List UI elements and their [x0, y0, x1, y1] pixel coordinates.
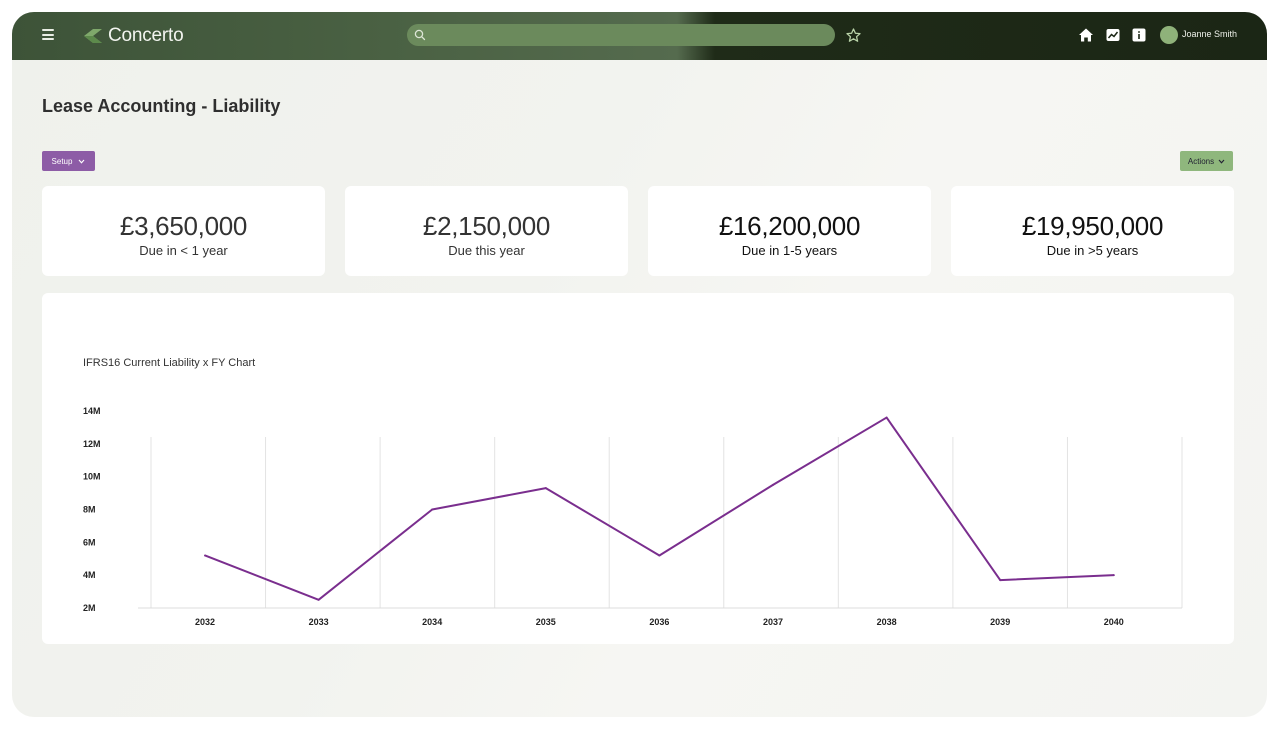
top-bar: Concerto Joanne Smith — [12, 12, 1267, 60]
avatar[interactable] — [1160, 26, 1178, 44]
y-tick-label: 2M — [83, 603, 96, 613]
page-title: Lease Accounting - Liability — [42, 96, 281, 116]
info-icon[interactable] — [1131, 27, 1147, 43]
summary-card-due-1-5-years: £16,200,000 Due in 1-5 years — [648, 186, 931, 276]
y-tick-label: 8M — [83, 505, 96, 515]
actions-label: Actions — [1187, 156, 1215, 166]
card-amount: £16,200,000 — [718, 211, 861, 241]
chevron-down-icon — [1218, 159, 1225, 164]
series-line — [204, 416, 1114, 601]
card-amount: £19,950,000 — [1021, 211, 1164, 241]
x-tick-label: 2035 — [536, 617, 556, 627]
summary-card-due-lt-1-year: £3,650,000 Due in < 1 year — [42, 186, 325, 276]
y-tick-label: 14M — [83, 406, 101, 416]
x-tick-label: 2037 — [763, 617, 783, 627]
x-tick-label: 2033 — [309, 617, 329, 627]
card-amount: £2,150,000 — [422, 211, 551, 241]
user-name[interactable]: Joanne Smith — [1182, 29, 1238, 39]
card-label: Due in < 1 year — [139, 243, 228, 258]
summary-card-due-this-year: £2,150,000 Due this year — [345, 186, 628, 276]
x-tick-label: 2039 — [990, 617, 1010, 627]
summary-card-due-gt-5-years: £19,950,000 Due in >5 years — [951, 186, 1234, 276]
x-tick-label: 2034 — [422, 617, 442, 627]
search-input[interactable] — [407, 24, 835, 46]
app-name: Concerto — [108, 25, 184, 46]
data-point — [658, 554, 661, 557]
y-tick-label: 4M — [83, 570, 96, 580]
home-icon[interactable] — [1078, 27, 1094, 43]
actions-button[interactable]: Actions — [1180, 151, 1233, 171]
x-tick-label: 2038 — [877, 617, 897, 627]
x-tick-label: 2036 — [649, 617, 669, 627]
chevron-down-icon — [79, 159, 85, 164]
y-tick-label: 6M — [83, 537, 96, 547]
card-label: Due in 1-5 years — [741, 243, 838, 258]
data-point — [317, 598, 320, 601]
logo-icon — [84, 29, 102, 43]
x-tick-label: 2040 — [1104, 617, 1124, 627]
line-chart: 2M 4M 6M 8M 10M 12M 14M 2032 2033 2034 2035 2036 203… — [83, 406, 1183, 627]
star-icon[interactable] — [845, 27, 862, 44]
app-window: Concerto Joanne Smith Lease Accounting -… — [12, 12, 1267, 717]
data-point — [772, 483, 774, 486]
setup-label: Setup — [51, 156, 73, 166]
card-label: Due in >5 years — [1046, 243, 1139, 258]
logo[interactable]: Concerto — [82, 25, 184, 47]
data-point — [204, 554, 206, 557]
chart-panel: IFRS16 Current Liability x FY Chart 2M 4M… — [42, 293, 1234, 644]
x-tick-label: 2032 — [195, 617, 215, 627]
card-amount: £3,650,000 — [119, 211, 248, 241]
y-tick-label: 10M — [83, 472, 101, 482]
setup-button[interactable]: Setup — [42, 151, 95, 171]
data-point — [431, 508, 434, 511]
card-label: Due this year — [448, 243, 525, 258]
menu-icon[interactable] — [42, 29, 54, 41]
y-tick-label: 12M — [83, 439, 101, 449]
data-point — [885, 416, 888, 419]
data-point — [999, 579, 1002, 582]
data-point — [544, 487, 547, 490]
data-point — [1112, 574, 1115, 577]
chart-title: IFRS16 Current Liability x FY Chart — [83, 357, 256, 369]
chart-icon[interactable] — [1105, 27, 1121, 43]
